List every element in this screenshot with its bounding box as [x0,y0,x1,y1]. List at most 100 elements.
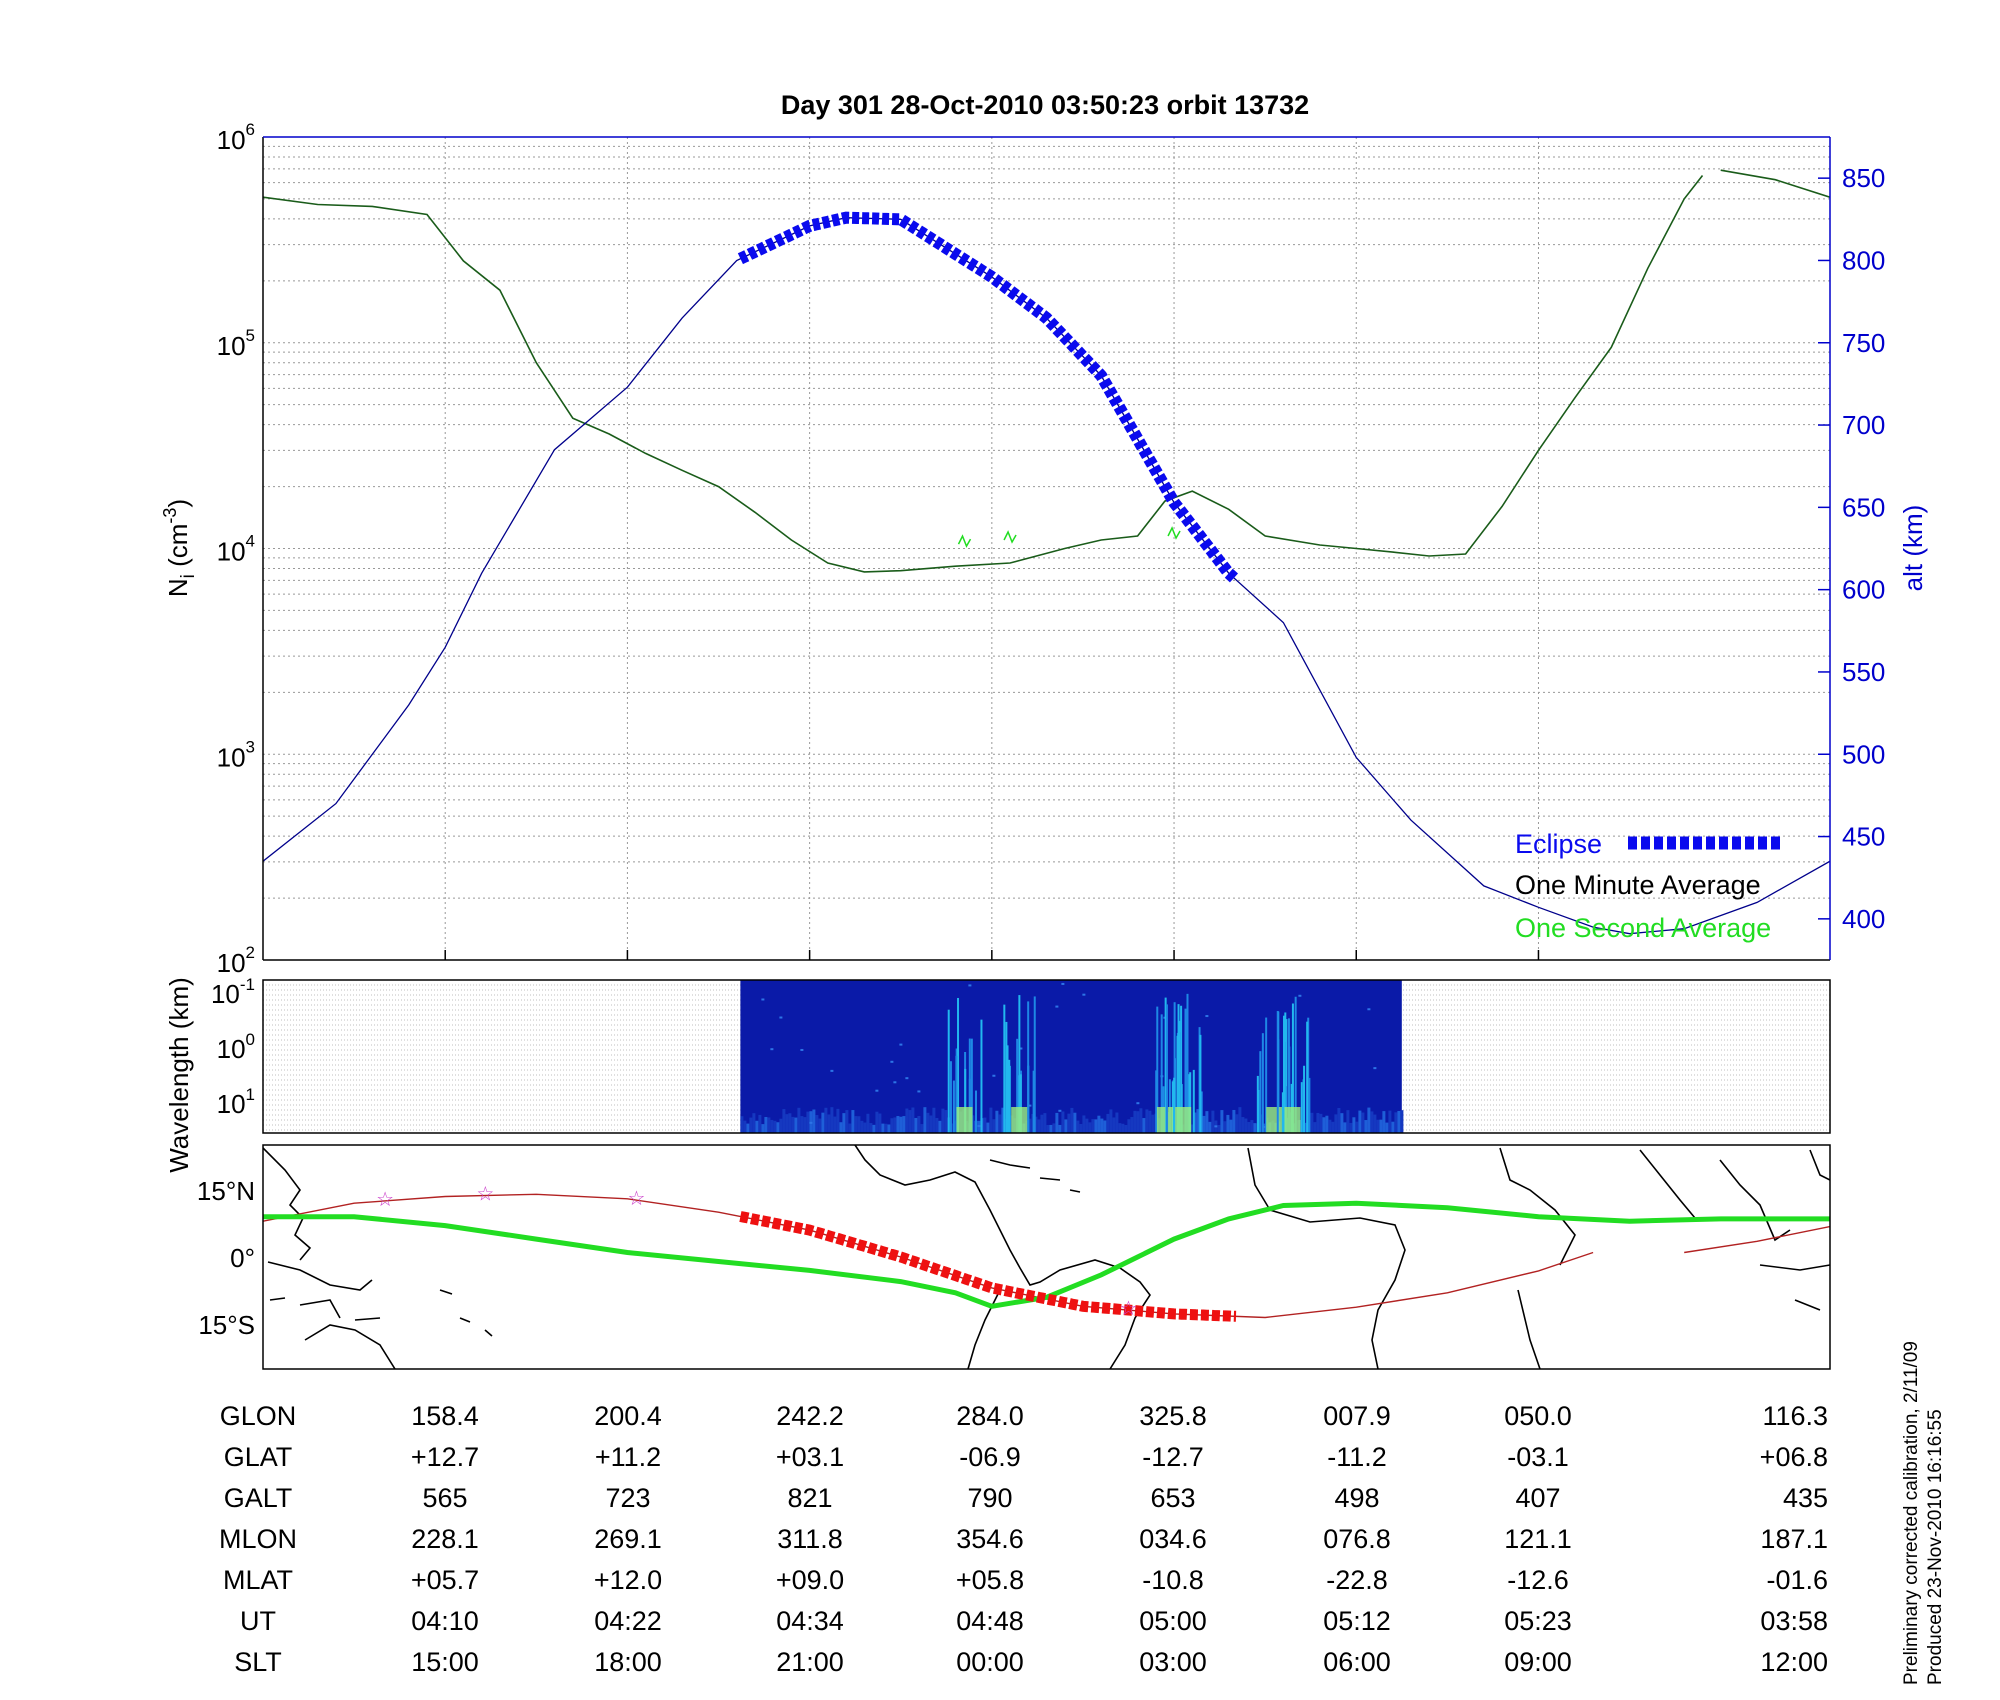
table-cell: 325.8 [1139,1401,1207,1431]
spectrogram-peak [1173,1002,1176,1133]
table-cell: 050.0 [1504,1401,1572,1431]
spectrogram-column [1070,1107,1074,1133]
spectrogram-column [797,1107,801,1133]
density-series [263,169,1830,935]
spectrogram-column [1082,1115,1086,1133]
spectrogram-column [1046,1124,1050,1133]
series-line [263,175,1704,573]
table-cell: 00:00 [956,1647,1024,1677]
one-second-spike [1003,530,1017,544]
one-second-spike [1167,526,1181,540]
spectrogram-column [1067,1113,1071,1133]
spectrogram-speck [809,1121,813,1124]
spectrogram-column [1313,1122,1317,1133]
spectrogram-peak [1018,995,1021,1133]
legend-eclipse-label: Eclipse [1515,829,1602,859]
table-cell: 790 [967,1483,1012,1513]
spectrogram-hotspot [956,1107,973,1133]
spectrogram-peak [1261,1033,1264,1133]
spectrogram-peak [1184,1008,1187,1133]
spectrogram-column [1316,1112,1320,1133]
spectrogram-column [1337,1107,1341,1133]
spectrogram-column [815,1115,819,1133]
spectrogram-peak [1294,996,1297,1133]
table-cell: 228.1 [411,1524,479,1554]
spectrogram-column [1325,1115,1329,1133]
spectrogram-hotspot [1266,1107,1283,1133]
table-cell: 200.4 [594,1401,662,1431]
table-row-label: MLON [219,1524,297,1554]
spectrogram-column [806,1111,810,1133]
spectrogram-column [812,1109,816,1133]
spectrogram-column [926,1112,930,1133]
table-cell: 03:00 [1139,1647,1207,1677]
spectrogram-column [794,1117,798,1133]
star-marker: ☆ [1120,1296,1138,1320]
table-cell: +05.8 [956,1565,1024,1595]
y-tick-label-left: 105 [217,326,255,361]
spectrogram-column [1349,1122,1353,1133]
spectrogram-peak [1300,1082,1303,1133]
table-cell: -03.1 [1507,1442,1569,1472]
spectrogram-column [1361,1112,1365,1133]
coastline-americas [854,1145,1151,1369]
table-cell: 04:22 [594,1606,662,1636]
legend-one-minute-label: One Minute Average [1515,870,1761,900]
spectrogram-column [860,1120,864,1133]
spectrogram-column [1310,1112,1314,1133]
spectrogram-column [830,1107,834,1133]
spectrogram-column [1028,1118,1032,1133]
spectrogram-peak [1276,1010,1279,1133]
coastline-indonesia [267,1261,381,1321]
spectrogram-tick-label: 101 [217,1085,255,1119]
star-marker: ☆ [476,1182,494,1206]
spectrogram-column [1121,1123,1125,1133]
table-cell: 354.6 [956,1524,1024,1554]
table-cell: 284.0 [956,1401,1024,1431]
map-tracks: ☆ ☆ ☆ ☆ [263,1182,1830,1322]
spectrogram-column [1118,1123,1122,1133]
right-tick-labels: 400 450 500 550 600 650 700 750 800 850 [1818,163,1885,934]
spectrogram-peak [1291,1003,1294,1133]
spectrogram-column [785,1114,789,1133]
spectrogram-column [1115,1112,1119,1133]
spectrogram-column [1049,1124,1053,1133]
chart-title: Day 301 28-Oct-2010 03:50:23 orbit 13732 [781,90,1309,120]
table-cell: -22.8 [1326,1565,1388,1595]
spectrogram-column [881,1123,885,1133]
y-tick-label-left: 106 [217,120,255,155]
spectrogram-column [800,1116,804,1133]
spectrogram-column [1151,1114,1155,1133]
spectrogram-column [920,1124,924,1133]
spectrogram-peak [1156,1006,1159,1133]
coastline-asia-west [263,1147,312,1261]
density-panel: 102 103 104 105 106 400 450 500 550 600 650 700 750… [160,120,1928,978]
table-cell: -10.8 [1142,1565,1204,1595]
spectrogram-column [1001,1107,1005,1133]
spectrogram-speck [1055,1005,1059,1008]
spectrogram-column [1385,1122,1389,1133]
spectrogram-peak [1192,1069,1195,1133]
coastline-pacific-islands [439,1289,493,1337]
spectrogram-column [1205,1111,1209,1133]
spectrogram-peak [1005,1021,1008,1133]
spectrogram-column [938,1120,942,1133]
spectrogram-peak [1284,1012,1287,1133]
table-cell: -01.6 [1766,1565,1828,1595]
table-cell: 498 [1334,1483,1379,1513]
spectrogram-peak [1168,1079,1171,1133]
star-marker: ☆ [628,1186,646,1210]
coastlines [263,1145,1830,1369]
star-marker: ☆ [376,1187,394,1211]
spectrogram-peak [1306,1021,1309,1133]
map-track-line [263,1200,1830,1309]
table-cell: 076.8 [1323,1524,1391,1554]
coastline-caribbean [989,1159,1081,1193]
spectrogram-tick-labels: 10-1 100 101 [211,975,255,1119]
spectrogram-column [872,1124,876,1133]
spectrogram-peak [957,997,960,1133]
spectrogram-column [1328,1119,1332,1133]
spectrogram-speck [1136,1102,1140,1105]
spectrogram-column [824,1107,828,1133]
